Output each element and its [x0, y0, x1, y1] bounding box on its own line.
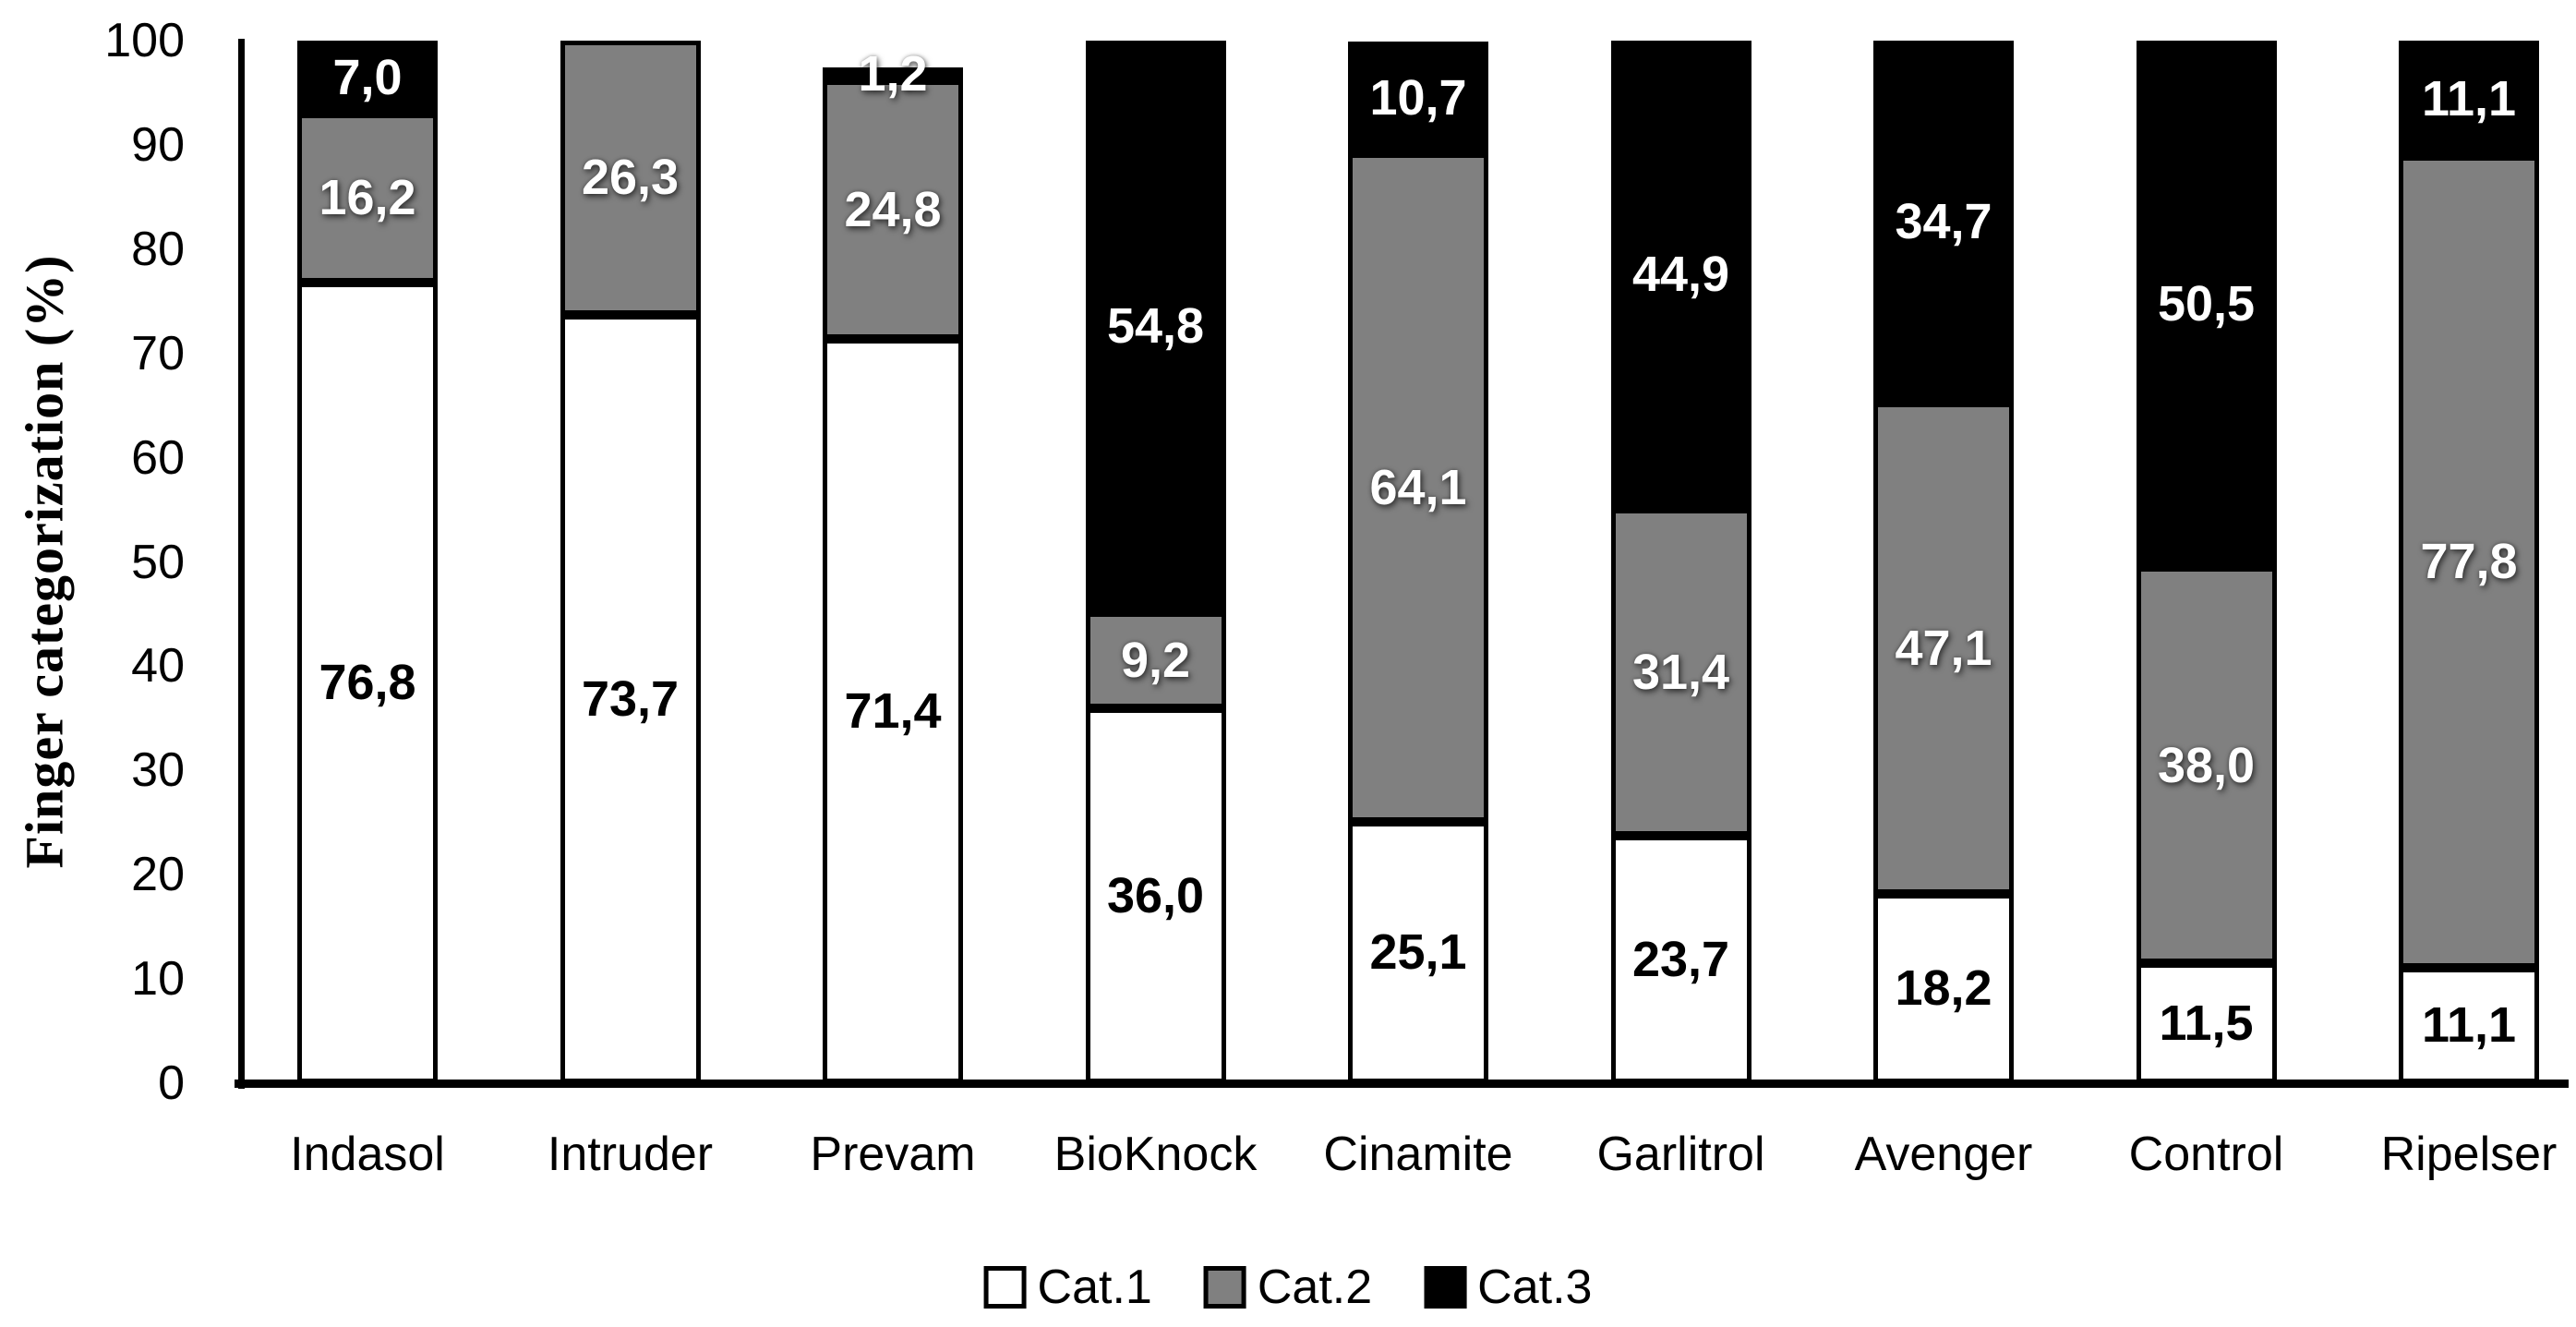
bar-segment-cat3: 50,5	[2136, 41, 2277, 568]
x-category-label-control: Control	[2128, 1128, 2284, 1181]
x-category-label-garlitrol: Garlitrol	[1596, 1128, 1765, 1181]
x-category-label-indasol: Indasol	[290, 1128, 445, 1181]
bar-segment-cat2: 26,3	[560, 41, 701, 315]
y-tick-label: 100	[104, 14, 185, 67]
bar-segment-cat3: 7,0	[297, 41, 438, 115]
y-tick-label: 90	[131, 117, 185, 172]
data-label: 34,7	[1895, 193, 1992, 249]
y-tick-label: 70	[131, 326, 185, 380]
bar-segment-cat1: 25,1	[1348, 821, 1488, 1083]
data-label: 31,4	[1631, 645, 1730, 701]
bar-control: 50,5 38,0 11,5	[2136, 41, 2277, 1083]
data-label: 47,1	[1895, 620, 1992, 676]
x-category-label-prevam: Prevam	[810, 1128, 976, 1181]
data-label: 73,7	[581, 670, 680, 727]
x-category-label-ripelser: Ripelser	[2380, 1128, 2558, 1181]
bar-segment-cat3: 34,7	[1873, 41, 2014, 403]
bar-segment-cat2: 64,1	[1348, 152, 1488, 822]
y-axis-line	[238, 39, 245, 1089]
bar-segment-cat1: 18,2	[1873, 893, 2014, 1083]
y-tick-label: 10	[131, 952, 185, 1007]
data-label: 71,4	[844, 682, 942, 739]
bar-segment-cat3: 11,1	[2399, 41, 2539, 157]
x-category-label-intruder: Intruder	[547, 1128, 714, 1181]
data-label: 64,1	[1369, 459, 1467, 515]
bar-segment-cat1: 36,0	[1085, 707, 1226, 1083]
y-tick-label: 80	[131, 222, 185, 276]
legend-swatch-icon	[1203, 1266, 1246, 1309]
bar-segment-cat2: 77,8	[2399, 156, 2539, 968]
bar-segment-cat2: 24,8	[823, 79, 963, 339]
y-tick-label: 20	[131, 848, 185, 902]
bar-cinamite: 10,7 64,1 25,1	[1348, 42, 1488, 1083]
bar-segment-cat2: 47,1	[1873, 402, 2014, 894]
data-label: 54,8	[1106, 298, 1205, 355]
data-label: 18,2	[1895, 960, 1992, 1017]
data-label: 1,2	[858, 46, 928, 103]
data-label: 23,7	[1631, 932, 1730, 988]
data-label: 38,0	[2157, 737, 2256, 793]
legend-swatch-icon	[983, 1266, 1027, 1309]
legend-label: Cat.2	[1257, 1261, 1373, 1314]
legend-item-cat1: Cat.1	[983, 1260, 1152, 1315]
data-label: 11,1	[2421, 997, 2517, 1054]
data-label: 7,0	[332, 49, 403, 105]
data-label: 10,7	[1369, 69, 1467, 126]
bar-avenger: 34,7 47,1 18,2	[1873, 41, 2014, 1083]
data-label: 26,3	[581, 150, 680, 206]
legend-label: Cat.3	[1477, 1261, 1593, 1314]
data-label: 24,8	[844, 181, 942, 237]
bar-segment-cat3: 10,7	[1348, 42, 1488, 153]
legend: Cat.1 Cat.2 Cat.3	[983, 1260, 1592, 1315]
data-label: 77,8	[2420, 534, 2518, 590]
data-label: 11,1	[2421, 70, 2517, 127]
bar-segment-cat1: 11,5	[2136, 963, 2277, 1083]
data-label: 16,2	[319, 170, 416, 226]
bar-segment-cat2: 16,2	[297, 114, 438, 283]
x-axis-line	[235, 1080, 2569, 1088]
bar-segment-cat1: 73,7	[560, 314, 701, 1083]
data-label: 50,5	[2157, 276, 2256, 332]
bar-intruder: 26,3 73,7	[560, 41, 701, 1083]
data-label: 11,5	[2159, 995, 2254, 1052]
bar-segment-cat2: 38,0	[2136, 567, 2277, 964]
bar-garlitrol: 44,9 31,4 23,7	[1610, 41, 1751, 1083]
y-tick-label: 50	[131, 535, 185, 589]
bar-segment-cat3: 1,2	[823, 49, 963, 99]
x-category-label-cinamite: Cinamite	[1323, 1128, 1513, 1181]
bar-prevam: 1,2 24,8 71,4	[823, 49, 963, 1083]
data-label: 25,1	[1369, 924, 1467, 981]
legend-swatch-icon	[1424, 1266, 1467, 1309]
legend-label: Cat.1	[1037, 1261, 1152, 1314]
bar-segment-cat3: 44,9	[1610, 41, 1751, 509]
bar-segment-cat3: 54,8	[1085, 41, 1226, 612]
x-category-label-bioknock: BioKnock	[1053, 1128, 1258, 1181]
bar-segment-cat1: 11,1	[2399, 967, 2539, 1083]
bar-segment-cat2: 31,4	[1610, 508, 1751, 837]
bar-segment-cat1: 76,8	[297, 282, 438, 1083]
legend-item-cat3: Cat.3	[1424, 1260, 1592, 1315]
y-tick-label: 30	[131, 743, 185, 798]
data-label: 76,8	[319, 655, 416, 711]
y-tick-label: 40	[131, 639, 185, 694]
data-label: 36,0	[1106, 867, 1205, 923]
bar-indasol: 7,0 16,2 76,8	[297, 41, 438, 1083]
data-label: 44,9	[1631, 247, 1730, 303]
bar-segment-cat1: 23,7	[1610, 836, 1751, 1083]
bar-ripelser: 11,1 77,8 11,1	[2399, 41, 2539, 1083]
bar-segment-cat1: 71,4	[823, 338, 963, 1083]
legend-item-cat2: Cat.2	[1203, 1260, 1373, 1315]
data-label: 9,2	[1120, 632, 1191, 688]
bar-bioknock: 54,8 9,2 36,0	[1085, 41, 1226, 1083]
x-category-label-avenger: Avenger	[1854, 1128, 2033, 1181]
y-tick-label: 0	[158, 1056, 185, 1110]
y-tick-label: 60	[131, 430, 185, 485]
bar-segment-cat2: 9,2	[1085, 611, 1226, 708]
